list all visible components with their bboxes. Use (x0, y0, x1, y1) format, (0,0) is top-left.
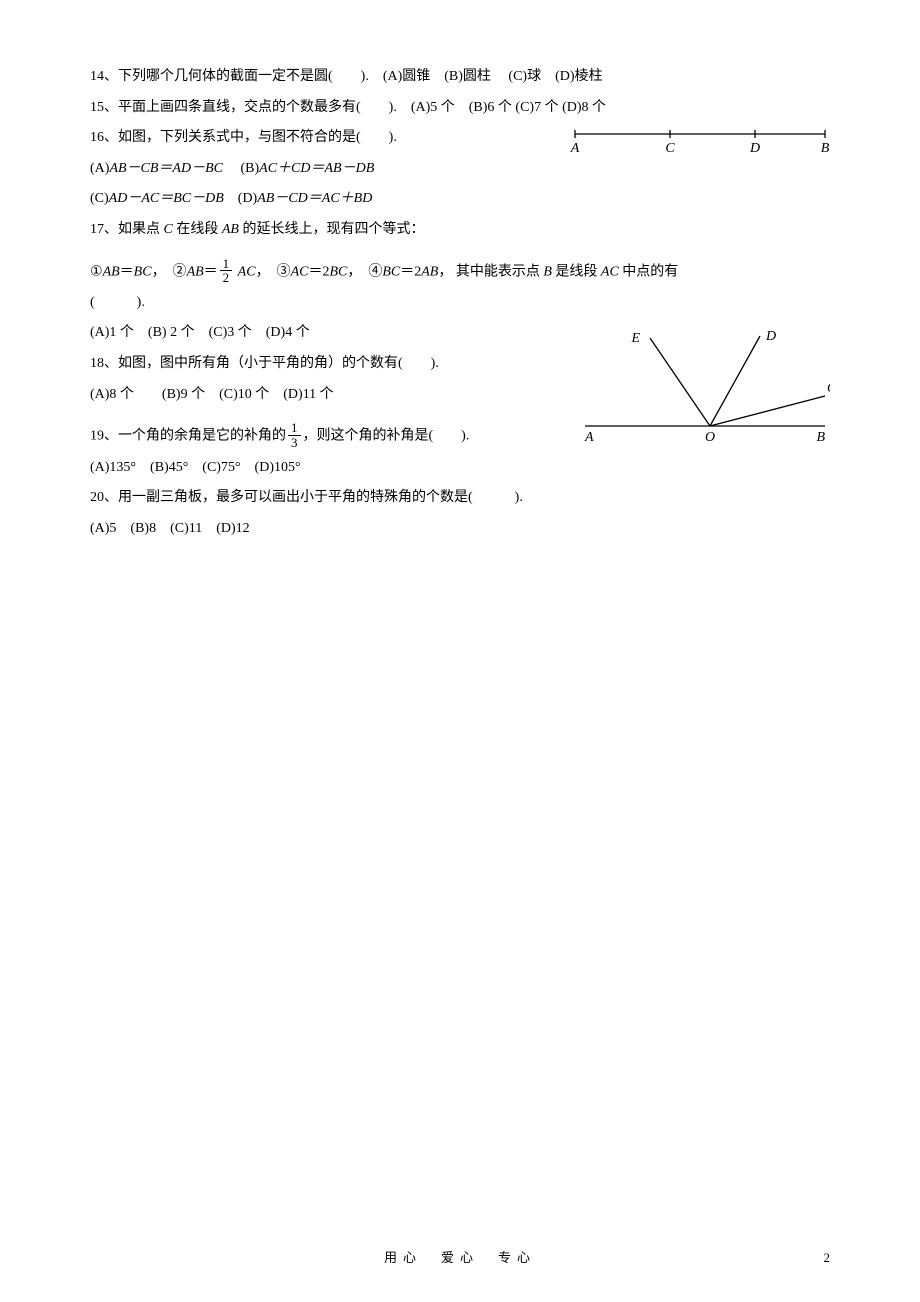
q19-opts: (A)135° (B)45° (C)75° (D)105° (90, 455, 830, 482)
q17-c1-pre: ① (90, 264, 103, 279)
q17-paren: ( ). (90, 290, 830, 317)
seg-label-B: B (821, 141, 830, 156)
q19-post: ，则这个角的补角是( ). (303, 429, 470, 444)
q17-c2-rhs: AC (238, 264, 256, 279)
q16-optA-expr: AB－CB＝AD－BC (109, 161, 223, 176)
q16-optD-expr: AB－CD＝AC＋BD (257, 191, 372, 206)
q17-paren-text: ( ). (90, 295, 145, 310)
q17-c1-eq: ＝ (120, 264, 134, 279)
q17-frac: 12 (220, 257, 233, 285)
q16-optC-pre: (C) (90, 191, 109, 206)
q17-c3-eq: ＝2 (308, 264, 329, 279)
q17-c1-lhs: AB (103, 264, 120, 279)
q17-post1: 的延长线上，现有四个等式： (239, 222, 425, 237)
ang-label-E: E (630, 331, 640, 346)
q17-frac-num: 1 (220, 257, 233, 272)
q17-frac-den: 2 (220, 271, 233, 285)
q20-stem-text: 20、用一副三角板，最多可以画出小于平角的特殊角的个数是( ). (90, 490, 523, 505)
seg-label-C: C (665, 141, 675, 156)
ang-label-C: C (827, 381, 830, 396)
q17-c4-rhs: AB (421, 264, 438, 279)
seg-label-A: A (570, 141, 580, 156)
q17-c4-eq: ＝2 (400, 264, 421, 279)
q17-C: C (164, 222, 173, 237)
q16-optC-expr: AD－AC＝BC－DB (109, 191, 224, 206)
q17-c3-sep: ， ④ (347, 264, 382, 279)
q19-frac: 13 (288, 421, 301, 449)
q15-text: 15、平面上画四条直线，交点的个数最多有( ). (A)5 个 (B)6 个 (… (90, 100, 606, 115)
q17-c3-lhs: AC (291, 264, 309, 279)
q14-text: 14、下列哪个几何体的截面一定不是圆( ). (A)圆锥 (B)圆柱 (C)球 … (90, 69, 603, 84)
q16-optA-pre: (A) (90, 161, 109, 176)
q16-optB-expr: AC＋CD＝AB－DB (259, 161, 374, 176)
figure-segment: A C D B (570, 124, 830, 154)
q17-choices: ①AB＝BC， ②AB＝12 AC， ③AC＝2BC， ④BC＝2AB， 其中能… (90, 258, 830, 286)
q17-stem: 17、如果点 C 在线段 AB 的延长线上，现有四个等式： (90, 217, 830, 244)
q17-tail-pre: ， 其中能表示点 (438, 264, 543, 279)
ang-label-D: D (765, 329, 776, 344)
q17-c2-eq: ＝ (204, 264, 218, 279)
content-block: 14、下列哪个几何体的截面一定不是圆( ). (A)圆锥 (B)圆柱 (C)球 … (90, 64, 830, 542)
q16-stem: 16、如图，下列关系式中，与图不符合的是( ). (90, 130, 397, 145)
segment-svg: A C D B (570, 124, 830, 158)
seg-label-D: D (749, 141, 760, 156)
q17-c1-sep: ， ② (152, 264, 187, 279)
q17-AB: AB (222, 222, 239, 237)
q17-tail-AC: AC (601, 264, 619, 279)
q17-tail-B: B (543, 264, 552, 279)
q20-opts: (A)5 (B)8 (C)11 (D)12 (90, 516, 830, 543)
q18-opts-text: (A)8 个 (B)9 个 (C)10 个 (D)11 个 (90, 387, 334, 402)
q16-optD-pre: (D) (224, 191, 257, 206)
q17-opts-text: (A)1 个 (B) 2 个 (C)3 个 (D)4 个 (90, 325, 310, 340)
q17-c2-sep: ， ③ (256, 264, 291, 279)
q16-optB-pre: (B) (223, 161, 259, 176)
q17-mid1: 在线段 (173, 222, 222, 237)
q19-pre: 19、一个角的余角是它的补角的 (90, 429, 286, 444)
page: 14、下列哪个几何体的截面一定不是圆( ). (A)圆锥 (B)圆柱 (C)球 … (0, 0, 920, 1302)
q19-frac-den: 3 (288, 436, 301, 450)
q20-stem: 20、用一副三角板，最多可以画出小于平角的特殊角的个数是( ). (90, 485, 830, 512)
footer-page-number: 2 (824, 1250, 831, 1266)
q16-opts-ab: (A)AB－CB＝AD－BC (B)AC＋CD＝AB－DB (90, 156, 830, 183)
q19-frac-num: 1 (288, 421, 301, 436)
q17-pre: 17、如果点 (90, 222, 164, 237)
q17-c4-lhs: BC (382, 264, 400, 279)
q17-c3-rhs: BC (329, 264, 347, 279)
q19-stem: 19、一个角的余角是它的补角的13，则这个角的补角是( ). (90, 422, 830, 450)
q14-line: 14、下列哪个几何体的截面一定不是圆( ). (A)圆锥 (B)圆柱 (C)球 … (90, 64, 830, 91)
q17-c2-lhs: AB (187, 264, 204, 279)
q16-opts-cd: (C)AD－AC＝BC－DB (D)AB－CD＝AC＋BD (90, 186, 830, 213)
q17-tail-post: 中点的有 (619, 264, 679, 279)
q17-tail-mid: 是线段 (552, 264, 601, 279)
q18-stem-text: 18、如图，图中所有角（小于平角的角）的个数有( ). (90, 356, 439, 371)
q20-opts-text: (A)5 (B)8 (C)11 (D)12 (90, 521, 250, 536)
footer-motto: 用心 爱心 专心 (0, 1247, 920, 1266)
q17-c1-rhs: BC (134, 264, 152, 279)
q19-opts-text: (A)135° (B)45° (C)75° (D)105° (90, 460, 301, 475)
q15-line: 15、平面上画四条直线，交点的个数最多有( ). (A)5 个 (B)6 个 (… (90, 95, 830, 122)
